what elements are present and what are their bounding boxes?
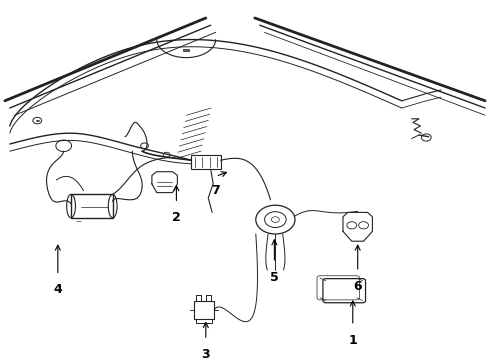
Text: 5: 5 (270, 271, 279, 284)
Text: 2: 2 (172, 211, 181, 224)
Bar (194, 301, 214, 319)
Bar (191, 155, 220, 169)
Text: 7: 7 (211, 184, 220, 197)
Bar (183, 49, 189, 51)
Bar (206, 295, 211, 301)
Bar (196, 295, 201, 301)
Text: 1: 1 (348, 334, 357, 347)
Text: 6: 6 (353, 280, 362, 293)
Text: 4: 4 (53, 283, 62, 296)
Bar (196, 319, 212, 323)
Bar (71, 194, 113, 218)
Text: 3: 3 (201, 348, 210, 360)
